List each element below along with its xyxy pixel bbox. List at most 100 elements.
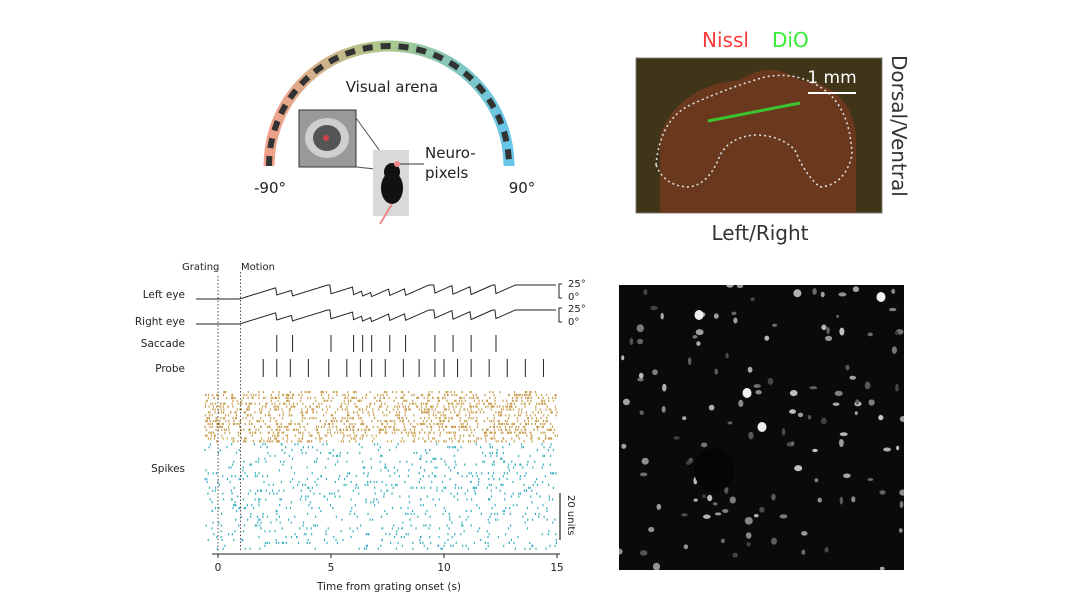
spike-mark xyxy=(509,428,511,431)
spike-mark xyxy=(206,420,208,423)
spike-mark xyxy=(362,466,365,469)
spike-mark xyxy=(334,417,336,420)
spike-mark xyxy=(449,478,451,481)
spike-mark xyxy=(490,495,493,498)
spike-mark xyxy=(297,443,299,446)
spike-mark xyxy=(280,425,283,428)
spike-mark xyxy=(330,399,332,402)
spike-mark xyxy=(326,443,328,446)
spike-mark xyxy=(356,483,358,486)
spike-mark xyxy=(354,422,356,426)
spike-mark xyxy=(299,527,301,530)
spike-mark xyxy=(439,431,441,434)
spike-mark xyxy=(497,411,500,414)
spike-mark xyxy=(465,393,467,397)
spike-mark xyxy=(437,399,439,402)
spike-mark xyxy=(334,411,336,414)
spike-mark xyxy=(500,457,502,460)
spike-mark xyxy=(341,402,343,405)
spike-mark xyxy=(511,405,513,408)
spike-mark xyxy=(363,547,366,550)
spike-mark xyxy=(358,408,360,411)
spike-mark xyxy=(522,515,524,518)
spike-mark xyxy=(538,512,540,515)
spike-mark xyxy=(465,518,467,521)
spike-mark xyxy=(314,460,316,463)
spike-mark xyxy=(293,428,296,431)
spike-mark xyxy=(534,512,536,515)
spike-mark xyxy=(325,405,328,408)
spike-mark xyxy=(278,431,280,434)
spike-mark xyxy=(425,440,427,443)
spike-mark xyxy=(488,402,490,405)
spike-mark xyxy=(469,425,471,428)
spike-mark xyxy=(228,425,230,428)
spike-mark xyxy=(518,431,520,434)
spike-mark xyxy=(246,475,248,478)
spike-mark xyxy=(301,414,303,417)
spike-mark xyxy=(379,460,381,463)
spike-mark xyxy=(312,408,315,411)
spike-mark xyxy=(376,480,378,484)
spike-mark xyxy=(538,402,541,405)
spike-mark xyxy=(420,422,422,426)
spike-mark xyxy=(454,411,456,414)
spike-mark xyxy=(313,524,315,527)
spike-mark xyxy=(247,414,249,417)
spike-mark xyxy=(491,451,493,455)
spike-mark xyxy=(523,431,525,434)
probe-label-line2: pixels xyxy=(425,164,469,182)
spike-mark xyxy=(547,449,549,452)
spike-mark xyxy=(350,498,352,501)
spike-mark xyxy=(414,425,416,428)
spike-mark xyxy=(408,420,410,423)
spike-mark xyxy=(460,405,462,408)
spike-mark xyxy=(292,478,294,481)
neuron-soma xyxy=(753,384,761,388)
spike-mark xyxy=(374,417,376,420)
spike-mark xyxy=(294,422,296,426)
spike-mark xyxy=(334,431,336,434)
spike-mark xyxy=(278,469,280,472)
spike-mark xyxy=(259,440,261,443)
neuron-soma xyxy=(621,355,625,361)
spike-mark xyxy=(518,437,520,440)
spike-mark xyxy=(426,547,429,550)
spike-mark xyxy=(461,396,463,399)
spike-mark xyxy=(459,515,461,518)
spike-mark xyxy=(253,393,255,397)
spike-mark xyxy=(346,414,349,417)
neuron-soma xyxy=(820,417,827,425)
spike-mark xyxy=(459,434,461,437)
spike-mark xyxy=(213,431,215,434)
spike-mark xyxy=(272,391,274,394)
spike-mark xyxy=(255,393,257,397)
spike-mark xyxy=(366,434,368,437)
spike-mark xyxy=(381,454,383,457)
spike-mark xyxy=(510,408,512,411)
spike-mark xyxy=(297,440,299,443)
spike-mark xyxy=(502,451,504,455)
spike-mark xyxy=(337,460,339,463)
spike-mark xyxy=(265,402,267,405)
spike-mark xyxy=(286,393,288,397)
spike-mark xyxy=(477,530,479,533)
spike-mark xyxy=(279,498,281,501)
spike-mark xyxy=(205,469,207,472)
spike-mark xyxy=(204,434,207,437)
spike-mark xyxy=(456,414,459,417)
spike-mark xyxy=(524,402,526,405)
spike-mark xyxy=(222,417,225,420)
spike-mark xyxy=(337,454,339,457)
spike-mark xyxy=(246,504,248,507)
spike-mark xyxy=(519,422,521,426)
spike-mark xyxy=(467,547,469,550)
spike-mark xyxy=(251,422,253,426)
spike-mark xyxy=(288,399,290,402)
spike-mark xyxy=(207,422,209,426)
spike-mark xyxy=(321,402,323,405)
spike-mark xyxy=(355,486,357,489)
spike-mark xyxy=(419,541,421,544)
spike-mark xyxy=(398,414,400,417)
spike-mark xyxy=(290,405,292,408)
